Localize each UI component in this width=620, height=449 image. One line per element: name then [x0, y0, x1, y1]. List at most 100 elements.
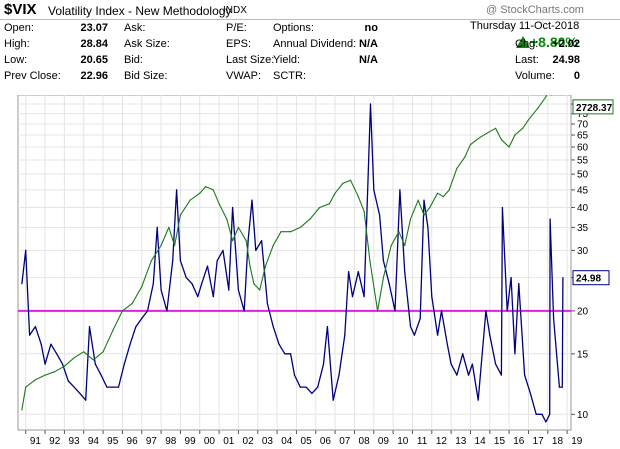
data-point — [379, 214, 381, 216]
data-point — [479, 136, 481, 138]
data-point — [553, 317, 555, 320]
field-label: Chg: — [515, 38, 539, 50]
data-point — [382, 277, 384, 279]
data-point — [216, 260, 218, 262]
data-point — [179, 260, 181, 262]
data-point — [92, 359, 94, 361]
field-label: Volume: — [515, 70, 555, 82]
data-point — [377, 310, 379, 312]
data-point — [409, 218, 412, 220]
overlay-value-tag — [572, 99, 614, 115]
data-point — [266, 303, 268, 305]
data-point — [508, 146, 510, 148]
y-tick-label: 15 — [577, 349, 589, 360]
field-label: P/E: — [226, 22, 247, 34]
data-point — [88, 326, 91, 328]
plot-area — [17, 95, 572, 431]
data-point — [123, 363, 125, 365]
data-point — [243, 310, 245, 312]
data-point — [249, 265, 251, 267]
data-point — [189, 199, 191, 201]
data-point — [156, 226, 158, 228]
data-point — [50, 343, 52, 345]
data-point — [467, 374, 470, 376]
data-point — [524, 374, 526, 376]
x-tick-label: 09 — [378, 436, 390, 447]
data-point — [259, 289, 261, 291]
x-axis: 91 92 93 94 95 96 97 98 99 00 01 02 03 04 05 06 07 08 09 10… — [25, 430, 583, 447]
field-label: EPS: — [226, 38, 252, 50]
data-point — [278, 343, 280, 345]
data-point — [34, 326, 37, 328]
field-value: 23.07 — [80, 22, 108, 34]
data-point — [527, 119, 530, 121]
data-point — [272, 244, 274, 247]
instrument-name: Volatility Index - New Methodology — [48, 4, 232, 18]
watermark: @ StockCharts.com — [486, 4, 584, 16]
percent-change: +8.80% — [530, 34, 578, 50]
field-value: 0 — [573, 70, 580, 82]
data-point — [112, 386, 114, 388]
data-point — [150, 260, 152, 262]
data-point — [357, 196, 359, 198]
data-point — [357, 271, 359, 273]
x-tick-label: 92 — [49, 436, 61, 447]
data-point — [94, 363, 96, 365]
x-tick-label: 01 — [223, 436, 235, 447]
field-label: Bid Size: — [124, 70, 168, 82]
x-tick-label: 03 — [262, 436, 274, 447]
x-tick-label: 18 — [552, 436, 564, 447]
data-point — [135, 326, 137, 328]
data-point — [322, 363, 325, 365]
x-tick-label: 00 — [204, 436, 216, 447]
data-point — [427, 226, 429, 228]
field-label: Prev Close: — [4, 70, 61, 82]
data-point — [398, 231, 400, 233]
last-value-tag — [572, 270, 610, 286]
data-point — [160, 244, 162, 247]
data-point — [174, 244, 176, 247]
data-point — [168, 226, 170, 228]
data-point — [450, 363, 452, 365]
data-point — [172, 260, 174, 262]
data-point — [462, 353, 464, 355]
data-point — [232, 240, 234, 242]
data-point — [350, 179, 352, 181]
data-point — [367, 179, 369, 181]
data-point — [431, 296, 433, 298]
field-label: Last Size: — [226, 54, 275, 66]
data-point — [369, 103, 372, 105]
x-tick-label: 16 — [513, 436, 525, 447]
x-tick-label: 91 — [30, 436, 42, 447]
data-point — [63, 365, 65, 367]
x-tick-label: 97 — [146, 436, 158, 447]
data-point — [222, 249, 224, 251]
data-point — [197, 296, 199, 298]
data-point — [272, 326, 274, 328]
data-point — [348, 271, 350, 273]
data-point — [363, 210, 365, 212]
data-point — [25, 249, 27, 251]
data-point — [212, 296, 214, 298]
field-label: Ask: — [124, 22, 146, 34]
data-point — [409, 326, 412, 328]
quote-date: Thursday 11-Oct-2018 — [470, 20, 580, 32]
header-divider — [0, 19, 620, 20]
data-point — [522, 127, 524, 129]
x-tick-label: 05 — [301, 436, 313, 447]
data-point — [201, 283, 203, 285]
data-point — [423, 214, 425, 216]
data-point — [326, 326, 328, 328]
data-point — [535, 413, 537, 415]
data-point — [328, 203, 330, 205]
data-point — [317, 386, 319, 388]
y-tick-label: 60 — [577, 142, 589, 153]
x-tick-label: 06 — [320, 436, 332, 447]
field-label: Annual Dividend: — [273, 38, 357, 50]
y-tick-label: 30 — [577, 246, 589, 257]
data-point — [500, 139, 502, 141]
data-point — [185, 277, 187, 279]
x-tick-label: 02 — [243, 436, 255, 447]
x-tick-label: 10 — [397, 436, 409, 447]
data-point — [237, 289, 239, 291]
